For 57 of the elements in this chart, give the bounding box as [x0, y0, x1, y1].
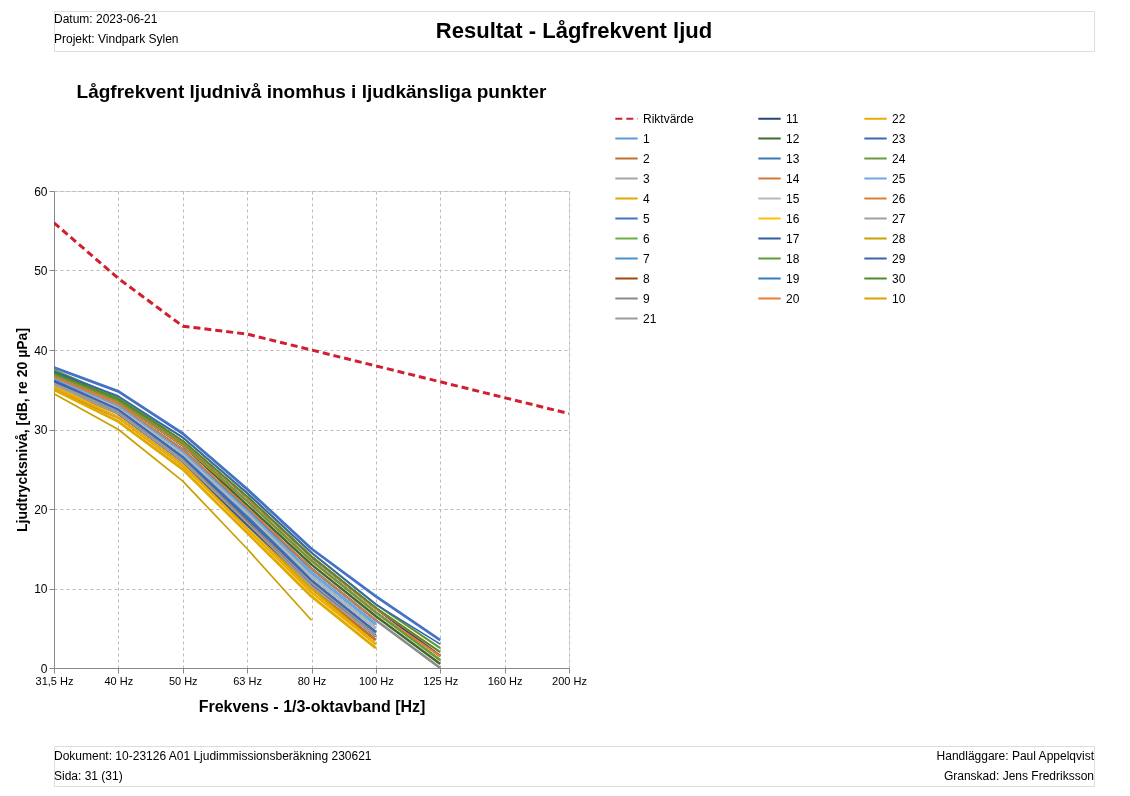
legend-label: 9 [643, 291, 650, 306]
legend-label: 29 [892, 251, 906, 266]
legend-label: 20 [786, 291, 800, 306]
legend-label: 19 [786, 271, 800, 286]
chart-title: Lågfrekvent ljudnivå inomhus i ljudkänsliga punkter [76, 81, 547, 102]
y-tick-label: 0 [40, 661, 48, 676]
y-tick-label: 20 [34, 502, 48, 517]
text: Handläggare: Paul Appelqvist [936, 749, 1095, 763]
legend-label: 26 [892, 191, 906, 206]
legend-label: 18 [786, 251, 800, 266]
legend-label: 6 [643, 231, 650, 246]
legend-label: 1 [643, 131, 650, 146]
x-tick-label: 63 Hz [233, 674, 262, 687]
legend-label: 24 [892, 151, 906, 166]
y-tick-label: 40 [34, 343, 48, 358]
legend-label: 5 [643, 211, 650, 226]
legend-label: 17 [786, 231, 800, 246]
y-tick-label: 30 [34, 423, 48, 437]
x-tick-label: 80 Hz [297, 674, 327, 687]
legend-label: 28 [892, 231, 906, 246]
x-tick-label: 50 Hz [168, 674, 198, 687]
legend-label: 13 [786, 151, 800, 166]
legend-label: 11 [786, 111, 799, 126]
legend-label: 10 [892, 291, 906, 306]
legend-label: 21 [643, 311, 657, 326]
y-tick-label: 10 [34, 582, 48, 596]
legend-label: 25 [892, 171, 906, 186]
text: Projekt: Vindpark Sylen [54, 32, 179, 46]
legend-label: 4 [643, 191, 650, 206]
text: Sida: 31 (31) [54, 769, 123, 783]
x-tick-label: 160 Hz [487, 674, 523, 687]
x-tick-label: 200 Hz [552, 674, 587, 687]
x-tick-label: 125 Hz [423, 674, 459, 687]
legend-label: 27 [892, 211, 906, 226]
text: Dokument: 10-23126 A01 Ljudimmissionsberäkning 230621 [54, 749, 372, 763]
x-tick-label: 31,5 Hz [35, 674, 74, 687]
legend-label: Riktvärde [643, 111, 695, 126]
text: Resultat - Lågfrekvent ljud [435, 18, 713, 43]
legend-label: 2 [643, 151, 650, 166]
legend-label: 14 [786, 171, 800, 186]
text: Datum: 2023-06-21 [54, 12, 158, 26]
legend-label: 22 [892, 111, 906, 126]
y-tick-label: 50 [34, 264, 48, 278]
x-tick-label: 40 Hz [104, 674, 134, 687]
legend-label: 15 [786, 191, 800, 206]
legend-label: 3 [643, 171, 650, 186]
x-axis-title: Frekvens - 1/3-oktavband [Hz] [198, 697, 426, 715]
x-tick-label: 100 Hz [358, 674, 394, 687]
legend-label: 12 [786, 131, 800, 146]
legend-label: 16 [786, 211, 800, 226]
y-axis-title: Ljudtrycksnivå, [dB, re 20 µPa] [14, 327, 31, 533]
legend-label: 30 [892, 271, 906, 286]
legend-label: 23 [892, 131, 906, 146]
y-tick-label: 60 [34, 184, 48, 199]
legend-label: 7 [643, 251, 650, 266]
legend-label: 8 [643, 271, 650, 286]
text: Granskad: Jens Fredriksson [943, 769, 1094, 783]
